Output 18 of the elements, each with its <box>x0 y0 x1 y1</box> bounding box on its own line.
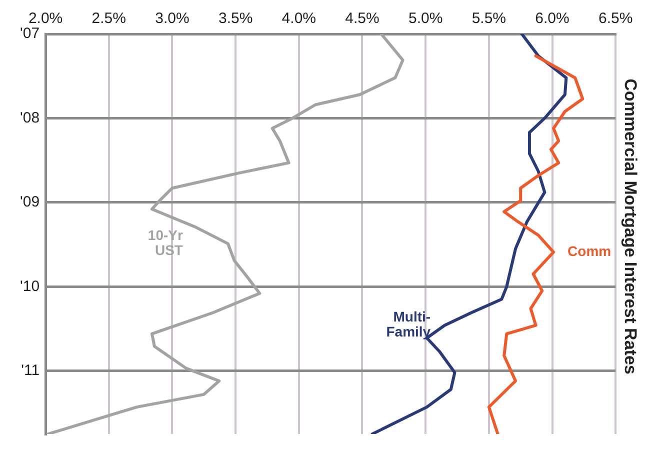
y-tick-label: '10 <box>20 278 40 295</box>
x-tick-label: 6.0% <box>535 10 570 28</box>
x-tick-label: 6.5% <box>598 10 633 28</box>
x-tick-label: 5.5% <box>472 10 506 28</box>
x-tick-label: 3.5% <box>218 10 253 28</box>
series-label: Comm <box>568 242 612 259</box>
x-tick-label: 2.5% <box>92 10 126 28</box>
text: Commercial Mortgage Interest Rates <box>621 78 640 374</box>
series-label: Multi-Family <box>386 308 431 340</box>
y-tick-label: '09 <box>20 194 40 211</box>
x-tick-label: 4.5% <box>345 10 380 28</box>
x-tick-label: 3.0% <box>155 10 190 28</box>
y-tick-label: '08 <box>20 109 40 126</box>
x-tick-label: 2.0% <box>28 10 63 28</box>
x-tick-label: 4.0% <box>282 10 316 28</box>
y-tick-label: '11 <box>21 362 40 379</box>
x-tick-label: 5.0% <box>408 10 443 28</box>
y-tick-label: '07 <box>20 25 40 42</box>
